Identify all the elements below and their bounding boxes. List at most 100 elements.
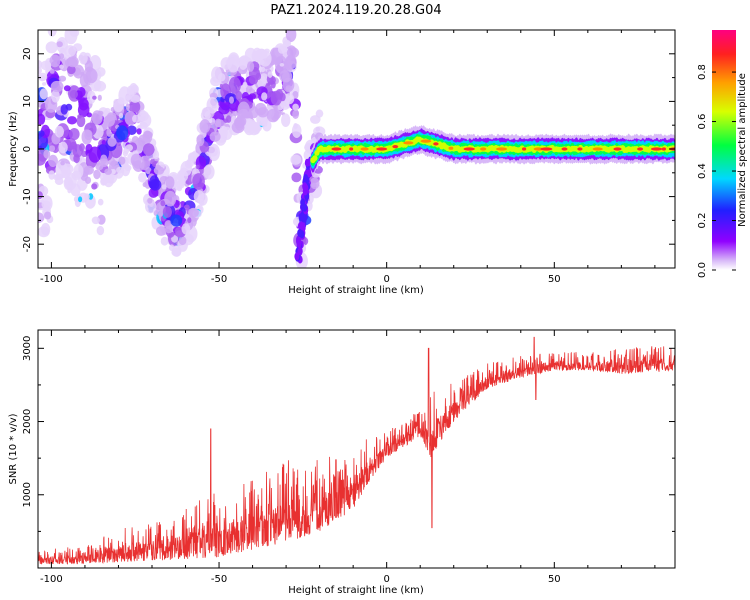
heatmap-cell bbox=[290, 154, 302, 165]
colorbar-tick-label: 0.6 bbox=[697, 114, 708, 130]
colorbar-tick-label: 0.8 bbox=[697, 64, 708, 80]
snr-panel: -100 -50 0 50 1000 2000 3000 Height of straigh… bbox=[8, 329, 676, 596]
heatmap-cell bbox=[165, 225, 173, 234]
heatmap-cell bbox=[203, 164, 215, 180]
heatmap-peak-cell bbox=[349, 147, 354, 151]
heatmap-cell bbox=[266, 108, 280, 123]
heatmap-cell bbox=[199, 119, 211, 134]
snr-frame bbox=[37, 329, 676, 569]
heatmap-peak-cell bbox=[433, 142, 439, 146]
x-tick-label: 0 bbox=[383, 274, 389, 285]
heatmap-cell bbox=[61, 22, 69, 30]
heatmap-cell bbox=[223, 118, 229, 123]
heatmap-cell bbox=[303, 174, 309, 183]
figure-title: PAZ1.2024.119.20.28.G04 bbox=[270, 3, 441, 18]
heatmap-peak-cell bbox=[650, 147, 663, 151]
heatmap-cell bbox=[284, 93, 295, 105]
heatmap-cell bbox=[102, 181, 107, 186]
y-tick-label: 1000 bbox=[22, 482, 33, 507]
heatmap-cell bbox=[294, 252, 300, 261]
heatmap-cell bbox=[133, 160, 143, 169]
colorbar-tick-label: 0.2 bbox=[697, 213, 708, 229]
colorbar: 0.0 0.2 0.4 0.6 0.8 Normalized spectral ampl… bbox=[697, 30, 748, 278]
heatmap-cell bbox=[155, 164, 162, 170]
heatmap-peak-cell bbox=[613, 147, 622, 151]
heatmap-cell bbox=[215, 118, 222, 124]
heatmap-cell bbox=[51, 89, 60, 103]
heatmap-cell bbox=[42, 82, 47, 86]
heatmap-cell bbox=[195, 164, 200, 169]
heatmap-cell bbox=[91, 183, 98, 190]
heatmap-cell bbox=[73, 164, 84, 179]
heatmap-cell bbox=[132, 114, 141, 123]
y-tick-label: 2000 bbox=[22, 409, 33, 434]
heatmap-cell bbox=[58, 141, 68, 154]
heatmap-cell bbox=[66, 65, 76, 75]
heatmap-cell bbox=[56, 41, 63, 48]
heatmap-cell bbox=[130, 94, 141, 103]
heatmap-cell bbox=[239, 59, 248, 70]
heatmap-cell bbox=[84, 193, 90, 201]
heatmap-peak-cell bbox=[637, 147, 644, 151]
heatmap-cell bbox=[155, 226, 167, 236]
heatmap-peak-cell bbox=[540, 147, 553, 151]
snr-background bbox=[38, 330, 675, 568]
heatmap-cell bbox=[38, 113, 46, 125]
x-tick-label: -50 bbox=[211, 574, 227, 585]
heatmap-cell bbox=[136, 128, 142, 135]
y-tick-label: 0 bbox=[22, 146, 33, 152]
heatmap-cell bbox=[128, 100, 141, 114]
heatmap-cell bbox=[187, 152, 197, 162]
heatmap-cell bbox=[54, 125, 64, 138]
y-tick-label: -10 bbox=[22, 188, 33, 204]
spectrogram-heatmap bbox=[38, 19, 675, 268]
heatmap-cell bbox=[84, 176, 92, 184]
spectrogram-xlabel: Height of straight line (km) bbox=[288, 285, 424, 296]
snr-xlabel: Height of straight line (km) bbox=[288, 585, 424, 596]
heatmap-cell bbox=[59, 64, 64, 70]
colorbar-tick-label: 0.0 bbox=[697, 262, 708, 278]
heatmap-cell bbox=[170, 214, 183, 227]
heatmap-cell bbox=[124, 111, 137, 126]
heatmap-cell bbox=[76, 115, 86, 128]
heatmap-cell bbox=[152, 150, 160, 160]
heatmap-cell bbox=[69, 128, 80, 141]
heatmap-cell bbox=[72, 144, 83, 158]
heatmap-peak-cell bbox=[522, 147, 527, 151]
heatmap-peak-cell bbox=[420, 139, 432, 143]
heatmap-cell bbox=[39, 88, 48, 100]
heatmap-cell bbox=[63, 85, 71, 92]
heatmap-peak-cell bbox=[331, 147, 342, 151]
heatmap-cell bbox=[55, 19, 63, 29]
heatmap-cell bbox=[188, 207, 199, 218]
heatmap-cell bbox=[196, 134, 205, 147]
heatmap-cell bbox=[164, 190, 177, 207]
heatmap-cell bbox=[69, 89, 78, 99]
heatmap-cell bbox=[84, 129, 93, 141]
heatmap-cell bbox=[45, 41, 58, 54]
heatmap-cell bbox=[116, 166, 124, 174]
heatmap-cell bbox=[267, 71, 273, 78]
heatmap-cell bbox=[139, 113, 152, 128]
heatmap-cell bbox=[220, 57, 233, 70]
heatmap-cell bbox=[281, 113, 291, 127]
heatmap-cell bbox=[291, 172, 302, 183]
heatmap-peak-cell bbox=[627, 147, 636, 151]
heatmap-cell bbox=[162, 206, 172, 218]
heatmap-cell bbox=[60, 104, 68, 115]
x-tick-label: 0 bbox=[383, 574, 389, 585]
heatmap-cell bbox=[50, 80, 64, 93]
heatmap-cell bbox=[41, 200, 51, 209]
heatmap-cell bbox=[107, 136, 117, 147]
heatmap-cell bbox=[235, 90, 243, 101]
heatmap-cell bbox=[142, 143, 155, 156]
heatmap-cell bbox=[160, 200, 166, 207]
heatmap-cell bbox=[183, 204, 190, 211]
heatmap-cell bbox=[302, 203, 308, 212]
heatmap-cell bbox=[78, 196, 83, 203]
heatmap-cell bbox=[78, 51, 88, 65]
heatmap-peak-cell bbox=[592, 147, 603, 151]
heatmap-cell bbox=[161, 184, 167, 190]
snr-series-line bbox=[38, 336, 675, 565]
